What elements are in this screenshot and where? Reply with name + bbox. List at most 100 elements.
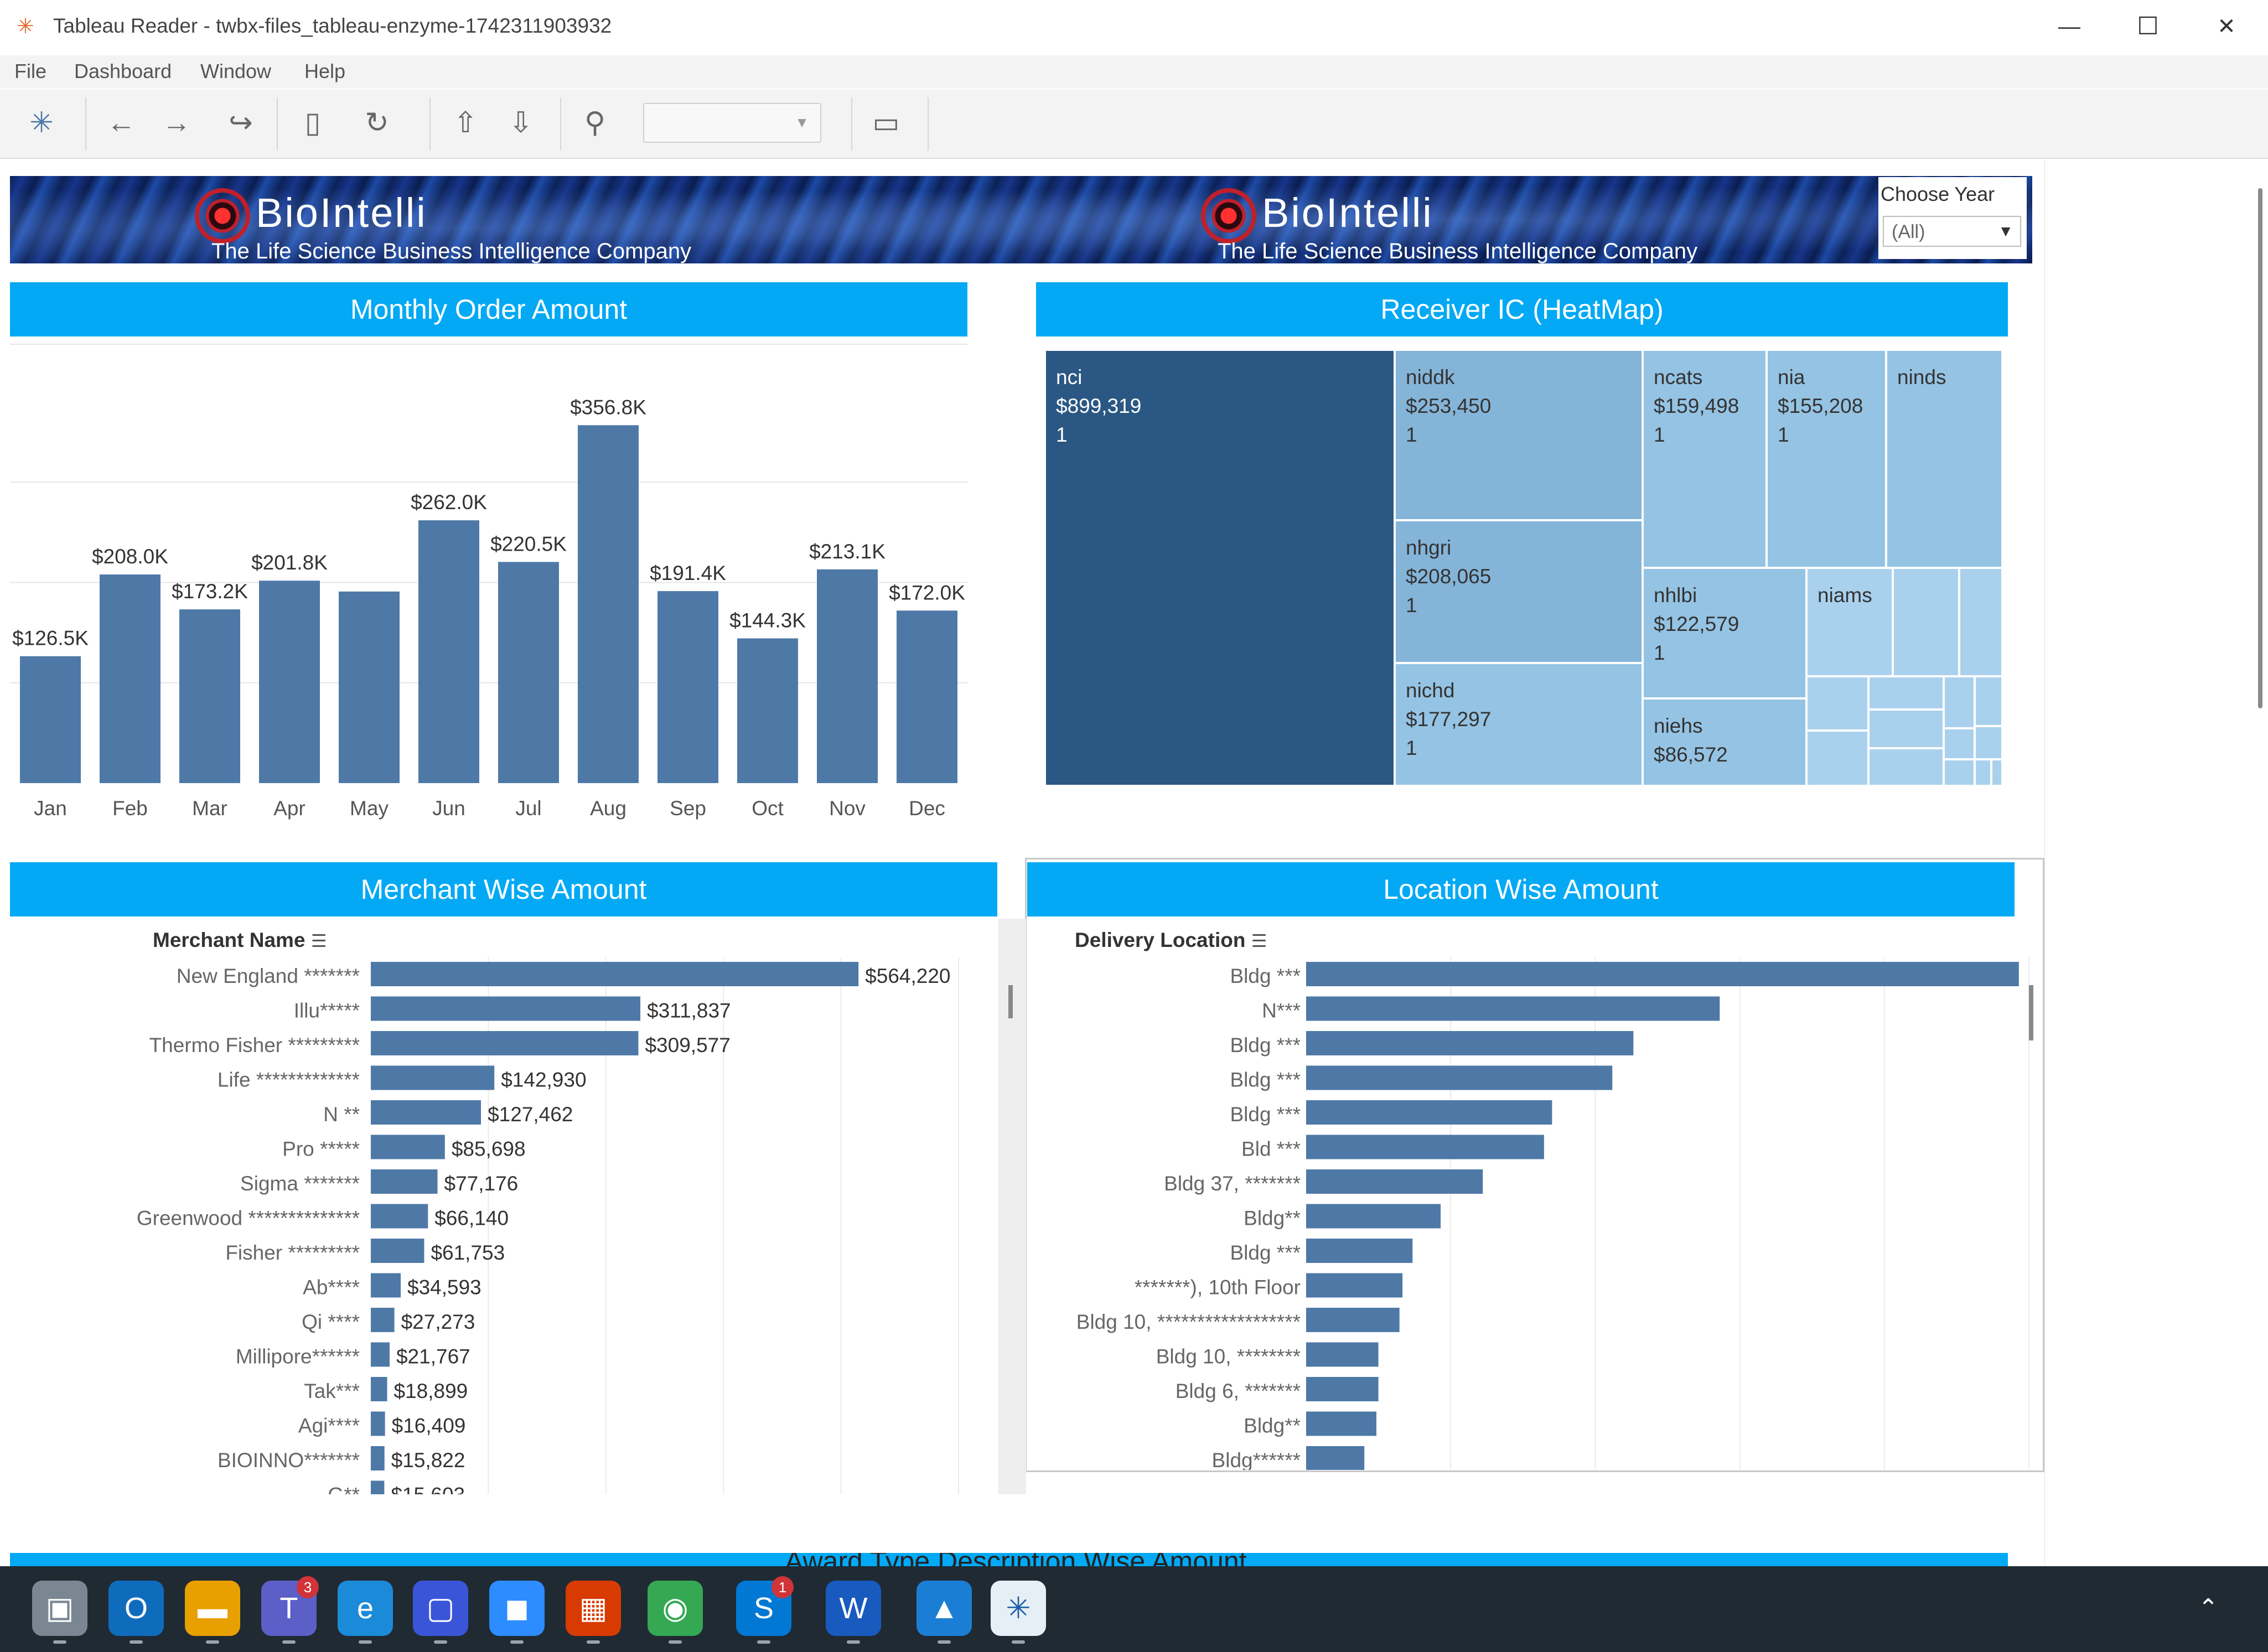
horizontal-bar [371, 1446, 385, 1470]
pin-icon[interactable]: ⚲ [584, 107, 606, 139]
toolbar-separator [851, 97, 852, 151]
running-indicator [282, 1640, 296, 1644]
category-label: Bldg 10, ****************** [1076, 1311, 1301, 1333]
merchant-name-header[interactable]: Merchant Name ☰ [153, 929, 327, 952]
maximize-button[interactable]: ☐ [2137, 13, 2159, 40]
bar-value-label: $172.0K [889, 581, 965, 604]
sort-ascending-icon[interactable]: ⇧ [453, 107, 478, 139]
treemap-cell[interactable] [1944, 759, 1975, 786]
category-label: Bldg** [1244, 1415, 1301, 1437]
toolbar-separator [277, 97, 278, 151]
merchant-wise-title: Merchant Wise Amount [10, 862, 997, 916]
brand-name: BioIntelli [1262, 190, 1433, 236]
treemap-cell[interactable]: ninds [1886, 350, 2002, 568]
monthly-bar [20, 656, 81, 783]
category-label: Bldg *** [1230, 1069, 1301, 1091]
treemap-cell[interactable]: niddk $253,450 1 [1395, 350, 1643, 520]
horizontal-bar [371, 1273, 401, 1298]
treemap-cell[interactable] [1806, 676, 1868, 731]
treemap-cell[interactable] [1893, 568, 1959, 676]
running-indicator [587, 1640, 600, 1644]
location-scroll-thumb[interactable] [2029, 985, 2033, 1040]
treemap-cell-amount: $177,297 [1406, 708, 1492, 731]
monthly-bar [578, 425, 639, 783]
bar-value-label: $142,930 [501, 1069, 586, 1091]
undo-icon[interactable]: ← [107, 107, 136, 139]
treemap-cell[interactable]: nichd $177,297 1 [1395, 663, 1643, 786]
treemap-cell[interactable] [1868, 748, 1944, 786]
revert-icon[interactable]: ↪ [229, 107, 253, 139]
menu-help[interactable]: Help [304, 60, 346, 82]
horizontal-bar [371, 1239, 424, 1263]
x-tick-label: Aug [590, 797, 626, 820]
vertical-scrollbar[interactable] [2258, 188, 2262, 708]
treemap-cell[interactable] [1806, 731, 1868, 786]
treemap-cell[interactable]: nhgri $208,065 1 [1395, 520, 1643, 663]
treemap-cell-count: 1 [1778, 423, 1789, 446]
treemap-cell[interactable]: niehs $86,572 [1643, 698, 1806, 786]
merchant-scroll-thumb[interactable] [1008, 985, 1013, 1018]
treemap-cell[interactable]: ncats $159,498 1 [1643, 350, 1767, 568]
word-icon[interactable]: W [826, 1581, 881, 1644]
merchant-scroll-track[interactable] [998, 919, 1026, 1494]
sort-icon[interactable]: ☰ [310, 931, 327, 951]
receiver-treemap: nci $899,319 1 niddk $253,450 1 nhgri $208,065 1… [1045, 350, 2002, 786]
sort-icon[interactable]: ☰ [1251, 931, 1267, 951]
store-icon[interactable]: ▦ [566, 1581, 621, 1644]
zoom-icon[interactable]: ◼ [489, 1581, 545, 1644]
treemap-cell[interactable] [1975, 726, 2002, 759]
bar-value-label: $34,593 [407, 1276, 481, 1299]
treemap-cell[interactable] [1944, 728, 1975, 759]
outlook-icon[interactable]: O [108, 1581, 164, 1644]
treemap-cell[interactable] [1975, 676, 2002, 726]
pause-updates-icon[interactable]: ▯ [304, 107, 321, 139]
horizontal-bar [371, 962, 859, 986]
treemap-cell[interactable] [1959, 568, 2002, 676]
treemap-cell[interactable] [1944, 676, 1975, 728]
horizontal-bar [371, 1377, 387, 1401]
tableau-home-icon[interactable]: ✳ [29, 107, 54, 139]
treemap-cell[interactable] [1868, 710, 1944, 748]
treemap-cell[interactable] [1868, 676, 1944, 710]
treemap-cell[interactable]: nhlbi $122,579 1 [1643, 568, 1806, 698]
treemap-cell-count: 1 [1056, 423, 1068, 446]
treemap-cell[interactable]: nci $899,319 1 [1045, 350, 1395, 786]
presentation-mode-icon[interactable]: ▭ [872, 107, 900, 139]
treemap-cell-amount: $899,319 [1056, 395, 1142, 417]
year-select-value: (All) [1892, 221, 1925, 242]
horizontal-bar [1306, 1135, 1544, 1159]
tableau-icon[interactable]: ✳ [991, 1581, 1046, 1644]
refresh-icon[interactable]: ↻ [365, 107, 389, 139]
treemap-cell[interactable]: nia $155,208 1 [1767, 350, 1886, 568]
edge-icon[interactable]: e [338, 1581, 393, 1644]
bar-value-label: $144.3K [729, 609, 806, 631]
sort-descending-icon[interactable]: ⇩ [509, 107, 533, 139]
delivery-location-header[interactable]: Delivery Location ☰ [1075, 929, 1267, 952]
menu-dashboard[interactable]: Dashboard [74, 60, 172, 82]
horizontal-bar [1306, 1065, 1613, 1090]
running-indicator [510, 1640, 524, 1644]
menu-file[interactable]: File [14, 60, 47, 82]
task-view-icon[interactable]: ▣ [32, 1581, 87, 1644]
treemap-cell[interactable] [1975, 759, 1991, 786]
running-indicator [53, 1640, 66, 1644]
file-explorer-icon[interactable]: ▬ [185, 1581, 240, 1644]
close-button[interactable]: ✕ [2217, 14, 2236, 39]
menu-window[interactable]: Window [200, 60, 272, 82]
photos-icon[interactable]: ▲ [916, 1581, 972, 1644]
teams-chat-icon[interactable]: ▢ [413, 1581, 468, 1644]
horizontal-bar [1306, 962, 2019, 986]
fit-dropdown[interactable]: ▼ [643, 103, 821, 143]
minimize-button[interactable]: — [2058, 14, 2080, 39]
show-hidden-icons-chevron-icon[interactable]: ⌃ [2198, 1594, 2219, 1622]
horizontal-bar [1306, 1342, 1379, 1367]
x-tick-label: May [350, 797, 389, 820]
treemap-cell[interactable]: niams [1806, 568, 1893, 676]
category-label: Bldg *** [1230, 1103, 1301, 1126]
treemap-cell[interactable] [1991, 759, 2002, 786]
chrome-icon[interactable]: ◉ [648, 1581, 703, 1644]
redo-icon[interactable]: → [162, 107, 191, 139]
year-select[interactable]: (All) ▼ [1883, 216, 2021, 247]
